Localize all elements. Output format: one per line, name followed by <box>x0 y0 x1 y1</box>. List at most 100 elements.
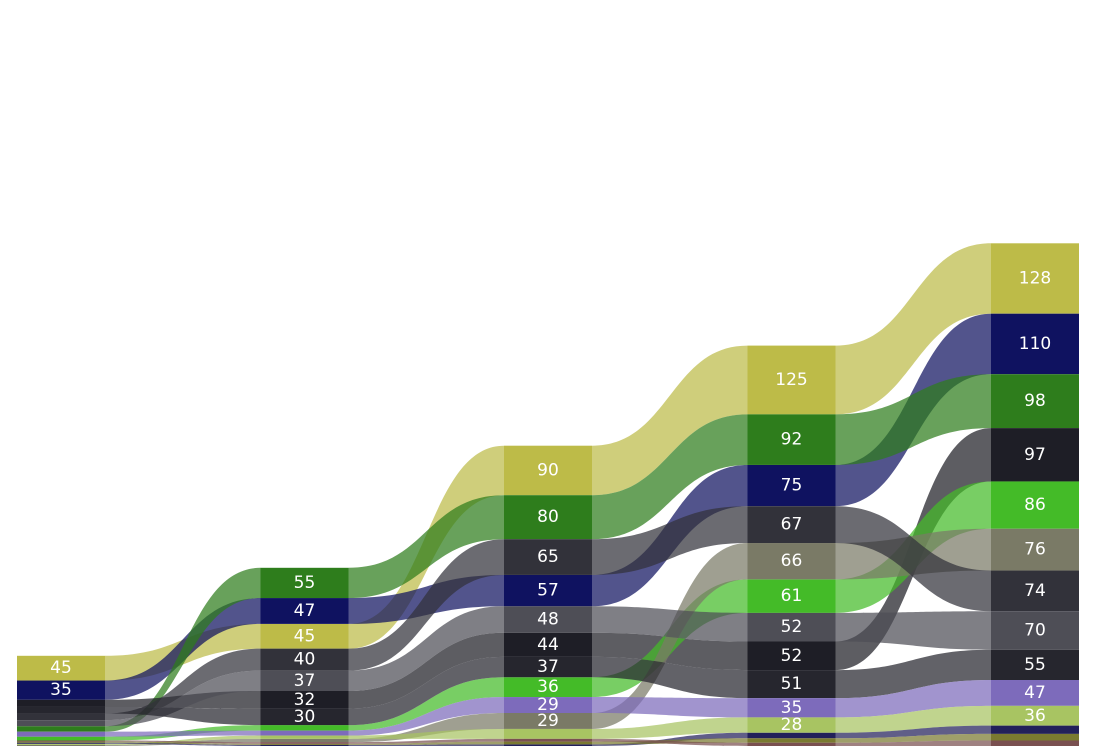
bar-segment <box>260 744 349 746</box>
bar-segment <box>17 743 105 745</box>
data-label: 125 <box>775 370 807 390</box>
data-label: 75 <box>781 476 803 496</box>
bar-segment <box>747 345 836 415</box>
data-label: 66 <box>781 551 803 571</box>
data-label: 37 <box>537 657 559 677</box>
data-label: 98 <box>1024 391 1046 411</box>
data-label: 48 <box>537 610 559 630</box>
bar-segment <box>17 655 105 681</box>
bar-segment <box>17 740 105 742</box>
bar-segment <box>504 738 592 742</box>
data-label: 35 <box>781 698 803 718</box>
ribbon <box>105 648 261 721</box>
data-label: 92 <box>781 430 803 450</box>
data-label: 90 <box>537 460 559 480</box>
data-label: 65 <box>537 547 559 567</box>
data-label: 110 <box>1019 334 1051 354</box>
ribbon <box>592 656 748 699</box>
bar-segment <box>991 725 1079 734</box>
ribbon <box>348 606 504 691</box>
ribbon <box>592 345 748 496</box>
ribbon <box>835 649 991 699</box>
bar-segment <box>747 543 836 580</box>
data-label: 55 <box>1024 655 1046 675</box>
data-label: 51 <box>781 674 803 694</box>
bar-segment <box>17 720 105 727</box>
bar-segment <box>260 670 349 691</box>
bar-segment <box>504 741 592 745</box>
ribbon <box>835 374 991 465</box>
bar-segment <box>260 735 349 739</box>
data-label: 57 <box>537 581 559 601</box>
bar-segment <box>991 649 1079 680</box>
data-label: 67 <box>781 515 803 535</box>
bar-segment <box>991 528 1079 571</box>
data-label: 80 <box>537 507 559 527</box>
bar-segment <box>260 730 349 736</box>
bar-segment <box>17 706 105 714</box>
ribbon <box>105 567 261 732</box>
ribbon <box>835 506 991 612</box>
ribbon <box>348 713 504 743</box>
bar-segment <box>260 648 349 671</box>
data-label: 47 <box>1024 683 1046 703</box>
data-label: 35 <box>50 680 72 700</box>
bar-segment <box>17 699 105 707</box>
data-label: 97 <box>1024 445 1046 465</box>
bar-segment <box>17 731 105 737</box>
bar-segment <box>747 506 836 544</box>
ribbon <box>835 733 991 743</box>
bar-segment <box>17 744 105 746</box>
data-label: 29 <box>537 711 559 731</box>
ribbon <box>592 717 748 739</box>
ribbon <box>348 632 504 709</box>
data-label: 74 <box>1024 581 1046 601</box>
bar-segment <box>260 743 349 745</box>
ribbon <box>835 680 991 718</box>
ribbon <box>348 697 504 736</box>
bar-segment <box>504 697 592 713</box>
data-label: 70 <box>1024 621 1046 641</box>
data-label: 29 <box>537 695 559 715</box>
bar-segment <box>747 579 836 613</box>
bar-segment <box>747 698 836 718</box>
bar-segment <box>260 623 349 649</box>
ribbon <box>105 741 261 745</box>
ribbon <box>592 738 748 746</box>
bar-segment <box>504 445 592 496</box>
data-label: 128 <box>1019 269 1051 289</box>
ribbon <box>592 414 748 540</box>
ribbon <box>105 740 261 744</box>
ribbon <box>105 735 261 745</box>
bar-segment <box>17 736 105 741</box>
data-label: 86 <box>1024 495 1046 515</box>
data-label: 45 <box>294 626 316 646</box>
bar-segment <box>260 738 349 743</box>
data-label: 61 <box>781 586 803 606</box>
ribbon <box>835 725 991 739</box>
ribbon <box>592 606 748 642</box>
data-label: 37 <box>294 671 316 691</box>
bar-segment <box>504 656 592 678</box>
ribbon <box>348 495 504 599</box>
ribbon <box>105 742 261 746</box>
data-label: 36 <box>1024 706 1046 726</box>
bar-segment <box>991 570 1079 612</box>
data-label: 52 <box>781 646 803 666</box>
data-label: 76 <box>1024 540 1046 560</box>
bar-segment <box>504 744 592 746</box>
bar-segment <box>747 717 836 733</box>
data-label: 52 <box>781 617 803 637</box>
bar-segment <box>17 741 105 743</box>
ribbon <box>835 740 991 746</box>
ribbon <box>348 656 504 726</box>
bar-segment <box>747 670 836 699</box>
data-label: 40 <box>294 650 316 670</box>
ribbon <box>348 741 504 745</box>
bar-segment <box>747 732 836 739</box>
bars-layer <box>17 243 1079 746</box>
bar-segment <box>504 574 592 607</box>
bar-segment <box>747 414 836 465</box>
bar-segment <box>17 742 105 744</box>
